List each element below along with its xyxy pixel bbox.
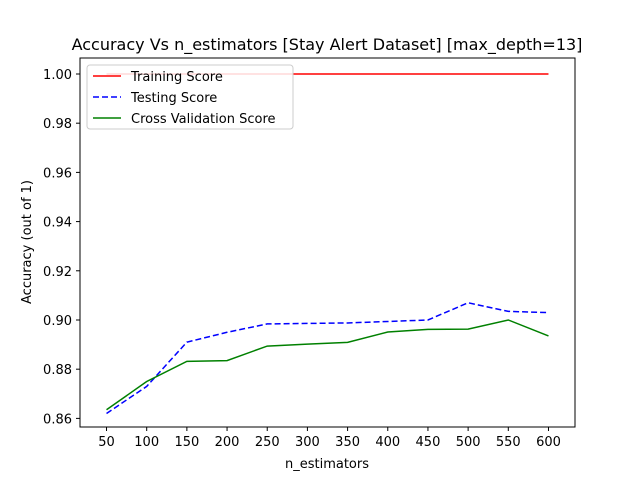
x-tick-label: 550 [496, 435, 521, 450]
y-tick-label: 0.90 [43, 314, 72, 329]
x-tick-label: 200 [215, 435, 240, 450]
legend: Training Score Testing Score Cross Validat… [86, 64, 294, 130]
y-tick-label: 0.98 [43, 117, 72, 132]
legend-box [86, 64, 294, 130]
y-axis: 0.86 0.88 0.90 0.92 0.94 0.96 0.98 1.00 [43, 68, 80, 427]
x-tick-label: 450 [416, 435, 441, 450]
x-tick-label: 300 [295, 435, 320, 450]
y-tick-label: 0.88 [43, 363, 72, 378]
x-tick-label: 250 [255, 435, 280, 450]
x-tick-label: 600 [536, 435, 561, 450]
chart-title: Accuracy Vs n_estimators [Stay Alert Dat… [72, 35, 583, 55]
x-tick-label: 50 [98, 435, 115, 450]
x-tick-label: 100 [134, 435, 159, 450]
x-axis: 50 100 150 200 250 300 350 400 450 500 550 600 [98, 427, 561, 450]
legend-label: Cross Validation Score [131, 112, 276, 127]
series-line-2 [106, 301, 549, 415]
y-tick-label: 1.00 [43, 68, 72, 83]
legend-label: Training Score [130, 70, 223, 85]
x-tick-label: 150 [174, 435, 199, 450]
y-tick-label: 0.86 [43, 412, 72, 427]
y-tick-label: 0.92 [43, 265, 72, 280]
x-tick-label: 400 [375, 435, 400, 450]
y-axis-label: Accuracy (out of 1) [20, 180, 35, 304]
plot-frame [79, 57, 576, 428]
x-tick-label: 500 [456, 435, 481, 450]
x-tick-label: 350 [335, 435, 360, 450]
y-tick-label: 0.94 [43, 216, 72, 231]
series-line-3 [106, 319, 549, 411]
y-tick-label: 0.96 [43, 166, 72, 181]
legend-label: Testing Score [130, 91, 217, 106]
x-axis-label: n_estimators [285, 457, 369, 472]
